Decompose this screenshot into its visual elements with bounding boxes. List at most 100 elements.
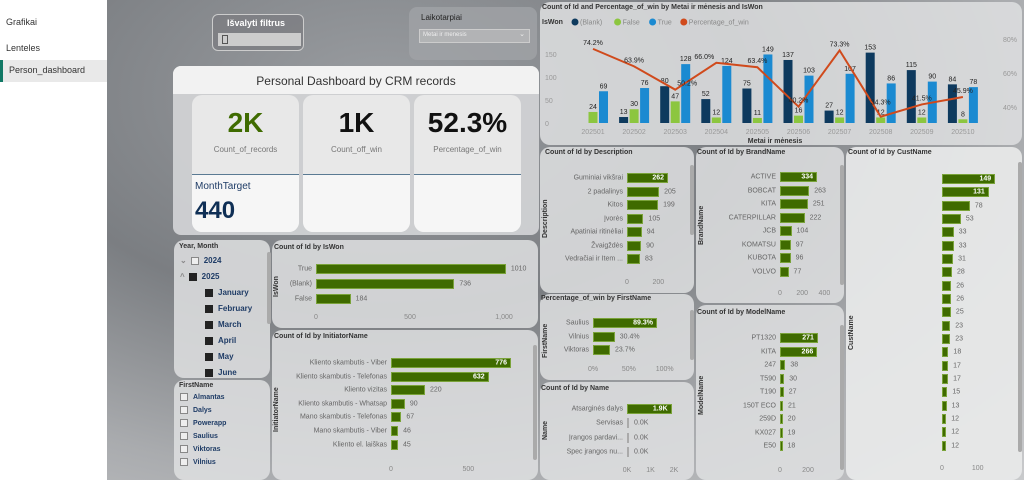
checkbox[interactable]	[205, 368, 213, 377]
bar[interactable]	[780, 333, 818, 343]
bar[interactable]	[942, 373, 949, 384]
checkbox[interactable]	[180, 419, 188, 427]
checkbox[interactable]	[180, 393, 188, 401]
bar[interactable]	[942, 174, 996, 184]
bar[interactable]	[627, 418, 629, 429]
bar[interactable]	[391, 412, 402, 423]
firstname-item[interactable]: Vilnius	[180, 458, 216, 466]
nav-grafikai[interactable]: Grafikai	[6, 17, 38, 27]
month-item[interactable]: April	[205, 336, 236, 345]
bar[interactable]	[627, 404, 672, 414]
bar[interactable]	[391, 371, 489, 382]
bar[interactable]	[391, 358, 511, 368]
bar[interactable]	[780, 239, 791, 250]
bar[interactable]	[942, 307, 951, 318]
bar[interactable]	[942, 440, 947, 451]
initiator-scrollbar[interactable]	[533, 345, 537, 460]
clear-filters-button[interactable]: Išvalyti filtrus	[212, 14, 304, 51]
firstname-item[interactable]: Saulius	[180, 432, 218, 440]
bar[interactable]	[780, 427, 783, 438]
checkbox[interactable]	[205, 352, 213, 361]
bar[interactable]	[942, 240, 954, 251]
bar[interactable]	[780, 266, 789, 277]
month-item[interactable]: June	[205, 368, 237, 377]
checkbox[interactable]	[205, 336, 213, 345]
bar[interactable]	[780, 212, 805, 223]
bar[interactable]	[316, 294, 351, 304]
model-scrollbar[interactable]	[840, 325, 844, 470]
bar[interactable]	[593, 331, 615, 342]
checkbox[interactable]	[180, 458, 188, 466]
bar[interactable]	[942, 387, 948, 398]
bar[interactable]	[942, 200, 970, 211]
bar[interactable]	[627, 432, 629, 443]
bar[interactable]	[942, 213, 961, 224]
bar[interactable]	[627, 227, 642, 237]
month-item[interactable]: February	[205, 304, 252, 313]
description-scrollbar[interactable]	[690, 165, 694, 235]
bar[interactable]	[942, 280, 952, 291]
bar[interactable]	[391, 426, 399, 436]
firstname-item[interactable]: Dalys	[180, 406, 212, 414]
bar[interactable]	[627, 240, 642, 251]
bar[interactable]	[780, 387, 784, 397]
year-2025-item[interactable]: ^ 2025	[180, 272, 219, 281]
bar[interactable]	[942, 333, 951, 344]
firstname-pct-scrollbar[interactable]	[690, 310, 694, 360]
bar[interactable]	[942, 360, 949, 371]
nav-person-dashboard[interactable]: Person_dashboard	[0, 60, 107, 82]
checkbox[interactable]	[180, 445, 188, 453]
bar[interactable]	[942, 227, 954, 238]
month-item[interactable]: May	[205, 352, 234, 361]
bar[interactable]	[780, 185, 810, 196]
checkbox[interactable]	[188, 272, 197, 281]
year-2024-item[interactable]: ⌄ 2024	[180, 256, 222, 265]
bar[interactable]	[942, 413, 947, 424]
bar[interactable]	[780, 441, 783, 451]
bar[interactable]	[942, 427, 947, 438]
bar[interactable]	[391, 385, 425, 396]
bar[interactable]	[780, 360, 786, 370]
nav-lenteles[interactable]: Lenteles	[6, 43, 41, 53]
bar[interactable]	[391, 398, 405, 409]
bar[interactable]	[780, 414, 783, 424]
period-dropdown[interactable]: Metai ir menesis ⌄	[419, 29, 530, 43]
custname-scrollbar[interactable]	[1018, 162, 1022, 452]
bar[interactable]	[627, 254, 640, 264]
bar[interactable]	[942, 400, 947, 411]
bar[interactable]	[391, 439, 398, 450]
bar[interactable]	[316, 264, 506, 274]
collapse-icon[interactable]: ^	[180, 272, 185, 281]
checkbox[interactable]	[180, 406, 188, 414]
checkbox[interactable]	[205, 320, 213, 329]
bar[interactable]	[780, 253, 791, 263]
bar[interactable]	[593, 318, 658, 328]
checkbox[interactable]	[205, 288, 213, 297]
bar[interactable]	[627, 213, 644, 224]
month-item[interactable]: January	[205, 288, 249, 297]
bar[interactable]	[593, 345, 610, 356]
bar[interactable]	[942, 293, 952, 304]
firstname-item[interactable]: Viktoras	[180, 445, 221, 453]
bar[interactable]	[627, 173, 668, 183]
bar[interactable]	[780, 226, 792, 236]
checkbox[interactable]	[205, 304, 213, 313]
bar[interactable]	[780, 400, 783, 411]
bar[interactable]	[627, 446, 629, 457]
month-item[interactable]: March	[205, 320, 242, 329]
bar[interactable]	[780, 373, 785, 384]
bar[interactable]	[627, 200, 659, 210]
bar[interactable]	[942, 267, 952, 278]
expand-icon[interactable]: ⌄	[180, 256, 187, 265]
bar[interactable]	[942, 347, 949, 358]
year-slicer-scrollbar[interactable]	[267, 252, 271, 324]
firstname-item[interactable]: Powerapp	[180, 419, 226, 427]
bar[interactable]	[780, 346, 818, 357]
checkbox[interactable]	[180, 432, 188, 440]
bar[interactable]	[780, 172, 818, 182]
firstname-item[interactable]: Almantas	[180, 393, 225, 401]
bar[interactable]	[942, 320, 951, 331]
checkbox[interactable]	[190, 256, 199, 265]
brand-scrollbar[interactable]	[840, 165, 844, 285]
bar[interactable]	[627, 186, 660, 197]
